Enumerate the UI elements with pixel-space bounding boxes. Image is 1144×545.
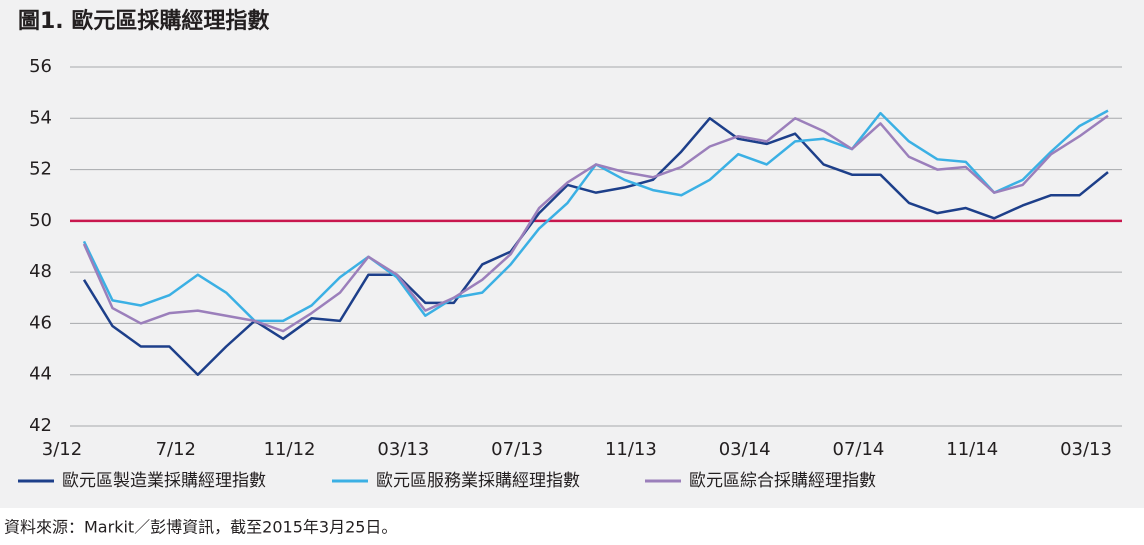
legend-label: 歐元區製造業採購經理指數: [62, 471, 266, 491]
x-tick-label: 03/14: [719, 439, 771, 460]
y-tick-label: 44: [29, 364, 52, 385]
chart-background: [0, 0, 1144, 508]
x-tick-label: 03/13: [1060, 439, 1112, 460]
y-tick-label: 42: [29, 415, 52, 436]
x-tick-label: 03/13: [377, 439, 429, 460]
source-note: 資料來源：Markit／彭博資訊，截至2015年3月25日。: [4, 518, 397, 537]
y-tick-label: 46: [29, 312, 52, 333]
x-tick-label: 07/14: [833, 439, 885, 460]
chart-title: 圖1. 歐元區採購經理指數: [18, 8, 269, 34]
legend-label: 歐元區綜合採購經理指數: [689, 471, 876, 491]
x-tick-label: 11/13: [605, 439, 657, 460]
y-tick-label: 48: [29, 261, 52, 282]
x-tick-label: 11/14: [946, 439, 998, 460]
x-tick-label: 7/12: [156, 439, 196, 460]
x-tick-label: 3/12: [42, 439, 82, 460]
y-tick-label: 54: [29, 107, 52, 128]
y-tick-label: 52: [29, 159, 52, 180]
x-tick-label: 11/12: [264, 439, 316, 460]
x-tick-label: 07/13: [491, 439, 543, 460]
legend-label: 歐元區服務業採購經理指數: [376, 471, 580, 491]
y-tick-label: 50: [29, 210, 52, 231]
series-line: [82, 114, 1109, 333]
y-tick-label: 56: [29, 56, 52, 77]
